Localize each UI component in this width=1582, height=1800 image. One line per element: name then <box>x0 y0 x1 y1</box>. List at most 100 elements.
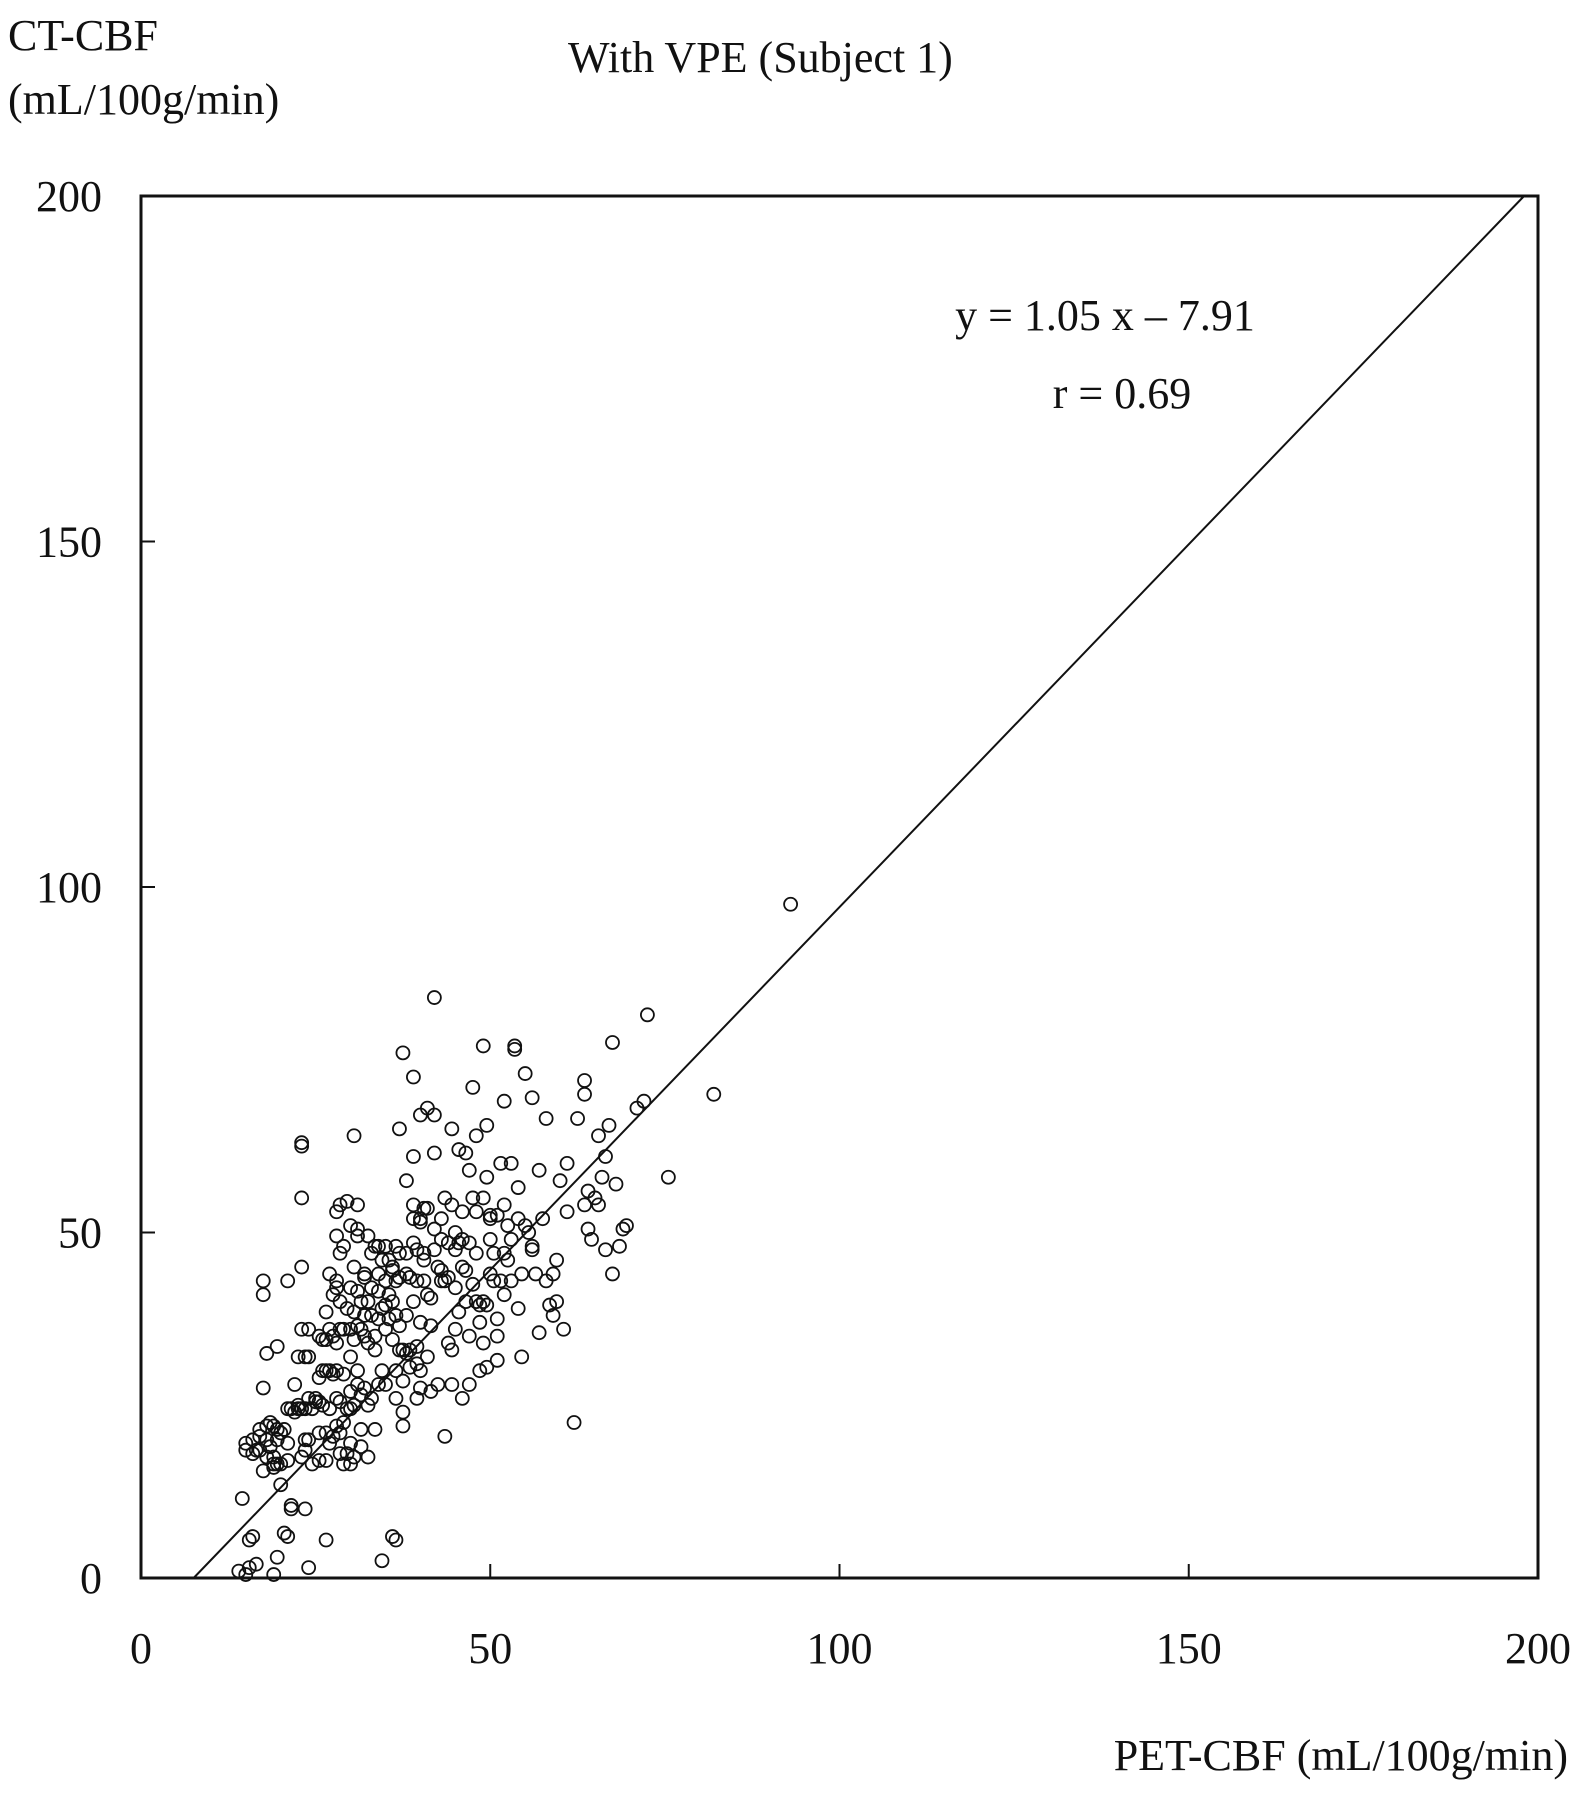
data-point <box>552 1173 568 1189</box>
data-point <box>357 1266 372 1282</box>
data-point <box>528 1266 544 1282</box>
data-point <box>399 1266 414 1282</box>
data-point <box>531 1325 547 1341</box>
data-point <box>304 1456 320 1472</box>
data-point <box>336 1238 351 1254</box>
data-point <box>255 1273 271 1289</box>
data-point <box>423 1290 439 1306</box>
data-point <box>619 1218 634 1233</box>
data-point <box>514 1266 530 1282</box>
data-point <box>325 1287 341 1303</box>
data-point <box>353 1387 369 1403</box>
data-point <box>294 1190 310 1206</box>
data-point <box>276 1525 292 1541</box>
data-point <box>426 1145 442 1161</box>
data-point <box>461 1328 477 1344</box>
data-point <box>350 1363 365 1379</box>
data-point <box>433 1211 449 1227</box>
data-point <box>241 1560 257 1576</box>
data-point <box>280 1529 296 1544</box>
data-point <box>472 1297 488 1313</box>
data-point <box>437 1190 453 1206</box>
data-point <box>308 1394 324 1410</box>
data-point <box>594 1169 610 1185</box>
data-point <box>248 1556 264 1572</box>
data-point <box>336 1456 351 1472</box>
data-point <box>454 1390 470 1406</box>
data-point <box>412 1380 428 1396</box>
data-point <box>475 1294 491 1309</box>
data-point <box>549 1294 565 1309</box>
regression-equation: y = 1.05 x – 7.91 <box>955 291 1255 340</box>
data-point <box>266 1567 282 1582</box>
data-point <box>475 1190 491 1206</box>
data-point <box>412 1363 428 1379</box>
data-point <box>374 1553 390 1569</box>
data-point <box>465 1190 481 1206</box>
y-axis-label-line2: (mL/100g/min) <box>8 75 280 124</box>
data-point <box>416 1252 432 1268</box>
data-point <box>423 1318 439 1334</box>
data-point <box>461 1162 477 1178</box>
data-point <box>350 1228 365 1244</box>
data-point <box>472 1314 488 1330</box>
data-point <box>255 1463 271 1479</box>
data-point <box>346 1304 362 1320</box>
data-point <box>343 1456 358 1472</box>
data-point <box>545 1308 561 1323</box>
data-point <box>395 1045 411 1061</box>
data-point <box>433 1232 449 1247</box>
data-point <box>364 1390 379 1406</box>
data-point <box>245 1529 261 1544</box>
data-point <box>489 1207 505 1223</box>
data-point <box>332 1394 348 1410</box>
data-point <box>238 1567 254 1582</box>
data-point <box>385 1294 400 1309</box>
data-point <box>447 1321 463 1337</box>
data-point <box>231 1563 247 1579</box>
data-point <box>392 1245 407 1261</box>
data-point <box>409 1242 425 1258</box>
data-point <box>409 1273 425 1289</box>
data-point <box>332 1425 348 1441</box>
x-tick-label: 0 <box>130 1624 152 1673</box>
data-point <box>605 1266 620 1282</box>
data-point <box>325 1428 341 1444</box>
data-point <box>447 1225 463 1240</box>
data-point <box>538 1111 554 1126</box>
data-point <box>535 1211 551 1227</box>
data-point <box>350 1221 365 1237</box>
x-tick-label: 200 <box>1505 1624 1571 1673</box>
data-point <box>297 1442 313 1458</box>
correlation-coefficient: r = 0.69 <box>1053 369 1191 418</box>
data-point <box>479 1297 495 1313</box>
data-point <box>406 1235 421 1251</box>
data-point <box>416 1245 432 1261</box>
data-point <box>346 1449 362 1465</box>
data-point <box>301 1390 317 1406</box>
data-point <box>280 1435 296 1451</box>
data-point <box>388 1532 404 1548</box>
data-point <box>364 1245 379 1261</box>
data-point <box>283 1498 299 1513</box>
data-point <box>255 1287 271 1303</box>
data-point <box>353 1439 369 1455</box>
data-point <box>301 1321 317 1337</box>
data-point <box>406 1294 421 1309</box>
data-point <box>524 1238 540 1254</box>
data-point <box>346 1259 362 1275</box>
data-point <box>409 1356 425 1372</box>
data-point <box>402 1270 418 1285</box>
data-point <box>318 1425 334 1441</box>
data-point <box>378 1377 393 1392</box>
data-point <box>388 1273 404 1289</box>
data-point <box>402 1342 418 1358</box>
data-point <box>496 1093 512 1109</box>
data-point <box>371 1377 386 1392</box>
data-point <box>367 1422 383 1437</box>
regression-line <box>192 195 1525 1579</box>
data-point <box>468 1204 484 1220</box>
data-point <box>412 1107 428 1123</box>
data-point <box>475 1335 491 1351</box>
data-point <box>360 1228 376 1244</box>
